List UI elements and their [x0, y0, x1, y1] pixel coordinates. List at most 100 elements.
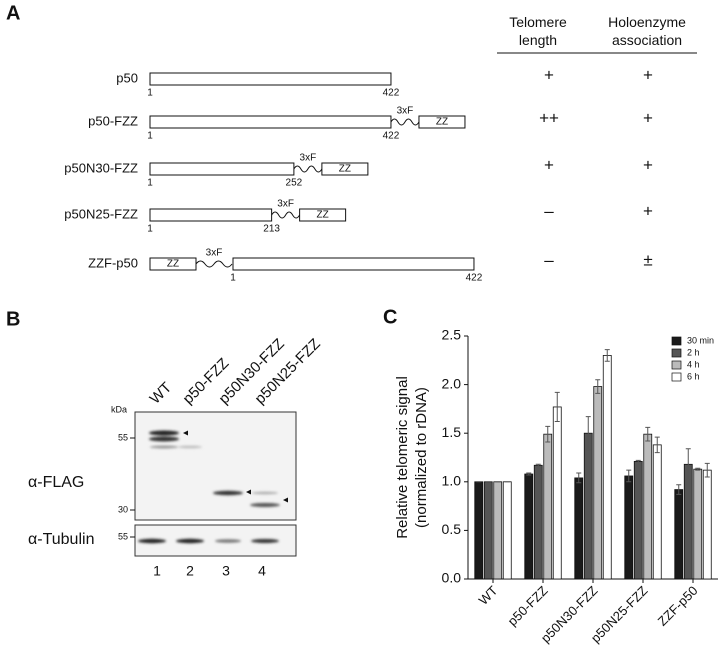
- y-tick-label: 1.0: [442, 473, 462, 489]
- protein-box: [149, 72, 392, 86]
- antibody-label: α-FLAG: [28, 474, 84, 491]
- tag-box: [321, 162, 369, 176]
- telomere-phenotype: –: [544, 250, 554, 269]
- error-bar: [685, 448, 691, 481]
- legend-swatch: [671, 360, 682, 370]
- linker: [271, 211, 301, 219]
- bar: [702, 469, 712, 580]
- residue-start: 1: [147, 131, 153, 142]
- bar: [643, 433, 653, 580]
- residue-end: 422: [383, 131, 400, 142]
- protein-box: [149, 115, 392, 129]
- construct-name: p50-FZZ: [88, 113, 138, 128]
- column-header: Holoenzyme association: [608, 14, 686, 48]
- residue-end: 422: [383, 88, 400, 99]
- holoenzyme-phenotype: +: [643, 155, 653, 174]
- holoenzyme-phenotype: +: [643, 108, 653, 127]
- tag-label: ZZ: [339, 164, 351, 175]
- legend-swatch: [671, 348, 682, 358]
- linker: [293, 165, 323, 173]
- bar: [693, 468, 703, 580]
- error-bar: [645, 426, 651, 442]
- telomere-phenotype: –: [544, 201, 554, 220]
- error-bar: [595, 379, 601, 394]
- bar: [683, 463, 693, 580]
- bar: [483, 481, 493, 580]
- x-tick-label: p50-FZZ: [505, 583, 551, 629]
- y-axis-label: Relative telomeric signal: [394, 376, 411, 539]
- x-tick-label: WT: [476, 583, 501, 608]
- bar: [493, 481, 503, 580]
- panel-label: C: [383, 306, 397, 328]
- bar: [652, 444, 662, 580]
- lane-number: 2: [186, 563, 194, 579]
- error-bar: [535, 463, 541, 467]
- bar: [524, 473, 534, 580]
- y-tick-label: 1.5: [442, 424, 462, 440]
- error-bar: [585, 416, 591, 451]
- error-bar: [526, 472, 532, 476]
- blot-unit: kDa: [111, 404, 127, 414]
- error-bar: [604, 349, 610, 362]
- linker-label: 3xF: [397, 106, 414, 117]
- tag-box: [299, 208, 347, 222]
- residue-start: 1: [147, 178, 153, 189]
- legend-swatch: [671, 372, 682, 382]
- error-bar: [626, 469, 632, 483]
- panel-label: A: [6, 2, 20, 24]
- tag-label: ZZ: [167, 259, 179, 270]
- linker-label: 3xF: [277, 199, 294, 210]
- construct-name: p50N25-FZZ: [64, 206, 138, 221]
- construct-name: p50N30-FZZ: [64, 160, 138, 175]
- bar: [593, 386, 603, 580]
- error-bar: [576, 472, 582, 484]
- bar: [624, 475, 634, 580]
- error-bar: [676, 484, 682, 495]
- lane-number: 1: [153, 563, 161, 579]
- protein-box: [149, 162, 295, 176]
- bar: [674, 489, 684, 580]
- bar: [474, 481, 484, 580]
- marker-label: 30: [118, 504, 128, 514]
- lane-number: 4: [258, 563, 266, 579]
- construct-name: p50: [116, 70, 138, 85]
- error-bar: [545, 425, 551, 443]
- linker-label: 3xF: [300, 153, 317, 164]
- error-bar: [695, 467, 701, 471]
- blot-bands: [138, 430, 280, 544]
- linker-label: 3xF: [206, 248, 223, 259]
- legend-label: 30 min: [687, 335, 714, 345]
- bar: [502, 481, 512, 580]
- lane-number: 3: [222, 563, 230, 579]
- y-tick-label: 0.0: [442, 570, 462, 586]
- tag-label: ZZ: [317, 210, 329, 221]
- legend-label: 4 h: [687, 359, 700, 369]
- y-tick-label: 0.5: [442, 521, 462, 537]
- tag-label: ZZ: [436, 117, 448, 128]
- legend-swatch: [671, 336, 682, 346]
- holoenzyme-phenotype: +: [643, 65, 653, 84]
- residue-end: 213: [263, 224, 280, 235]
- bar: [533, 464, 543, 580]
- bar: [552, 406, 562, 580]
- bar: [543, 433, 553, 580]
- holoenzyme-phenotype: ±: [643, 250, 652, 269]
- tag-box: [418, 115, 466, 129]
- construct-name: ZZF-p50: [88, 255, 138, 270]
- error-bar: [704, 462, 710, 478]
- linker: [195, 260, 233, 268]
- y-tick-label: 2.0: [442, 375, 462, 391]
- bar: [633, 460, 643, 580]
- x-tick-label: ZZF-p50: [655, 583, 701, 629]
- residue-start: 1: [230, 273, 236, 284]
- residue-start: 1: [147, 224, 153, 235]
- panel-label: B: [6, 308, 20, 330]
- telomere-phenotype: +: [544, 65, 554, 84]
- error-bar: [635, 459, 641, 463]
- legend-label: 2 h: [687, 347, 700, 357]
- residue-end: 422: [466, 273, 483, 284]
- telomere-phenotype: +: [544, 155, 554, 174]
- y-tick-label: 2.5: [442, 327, 462, 343]
